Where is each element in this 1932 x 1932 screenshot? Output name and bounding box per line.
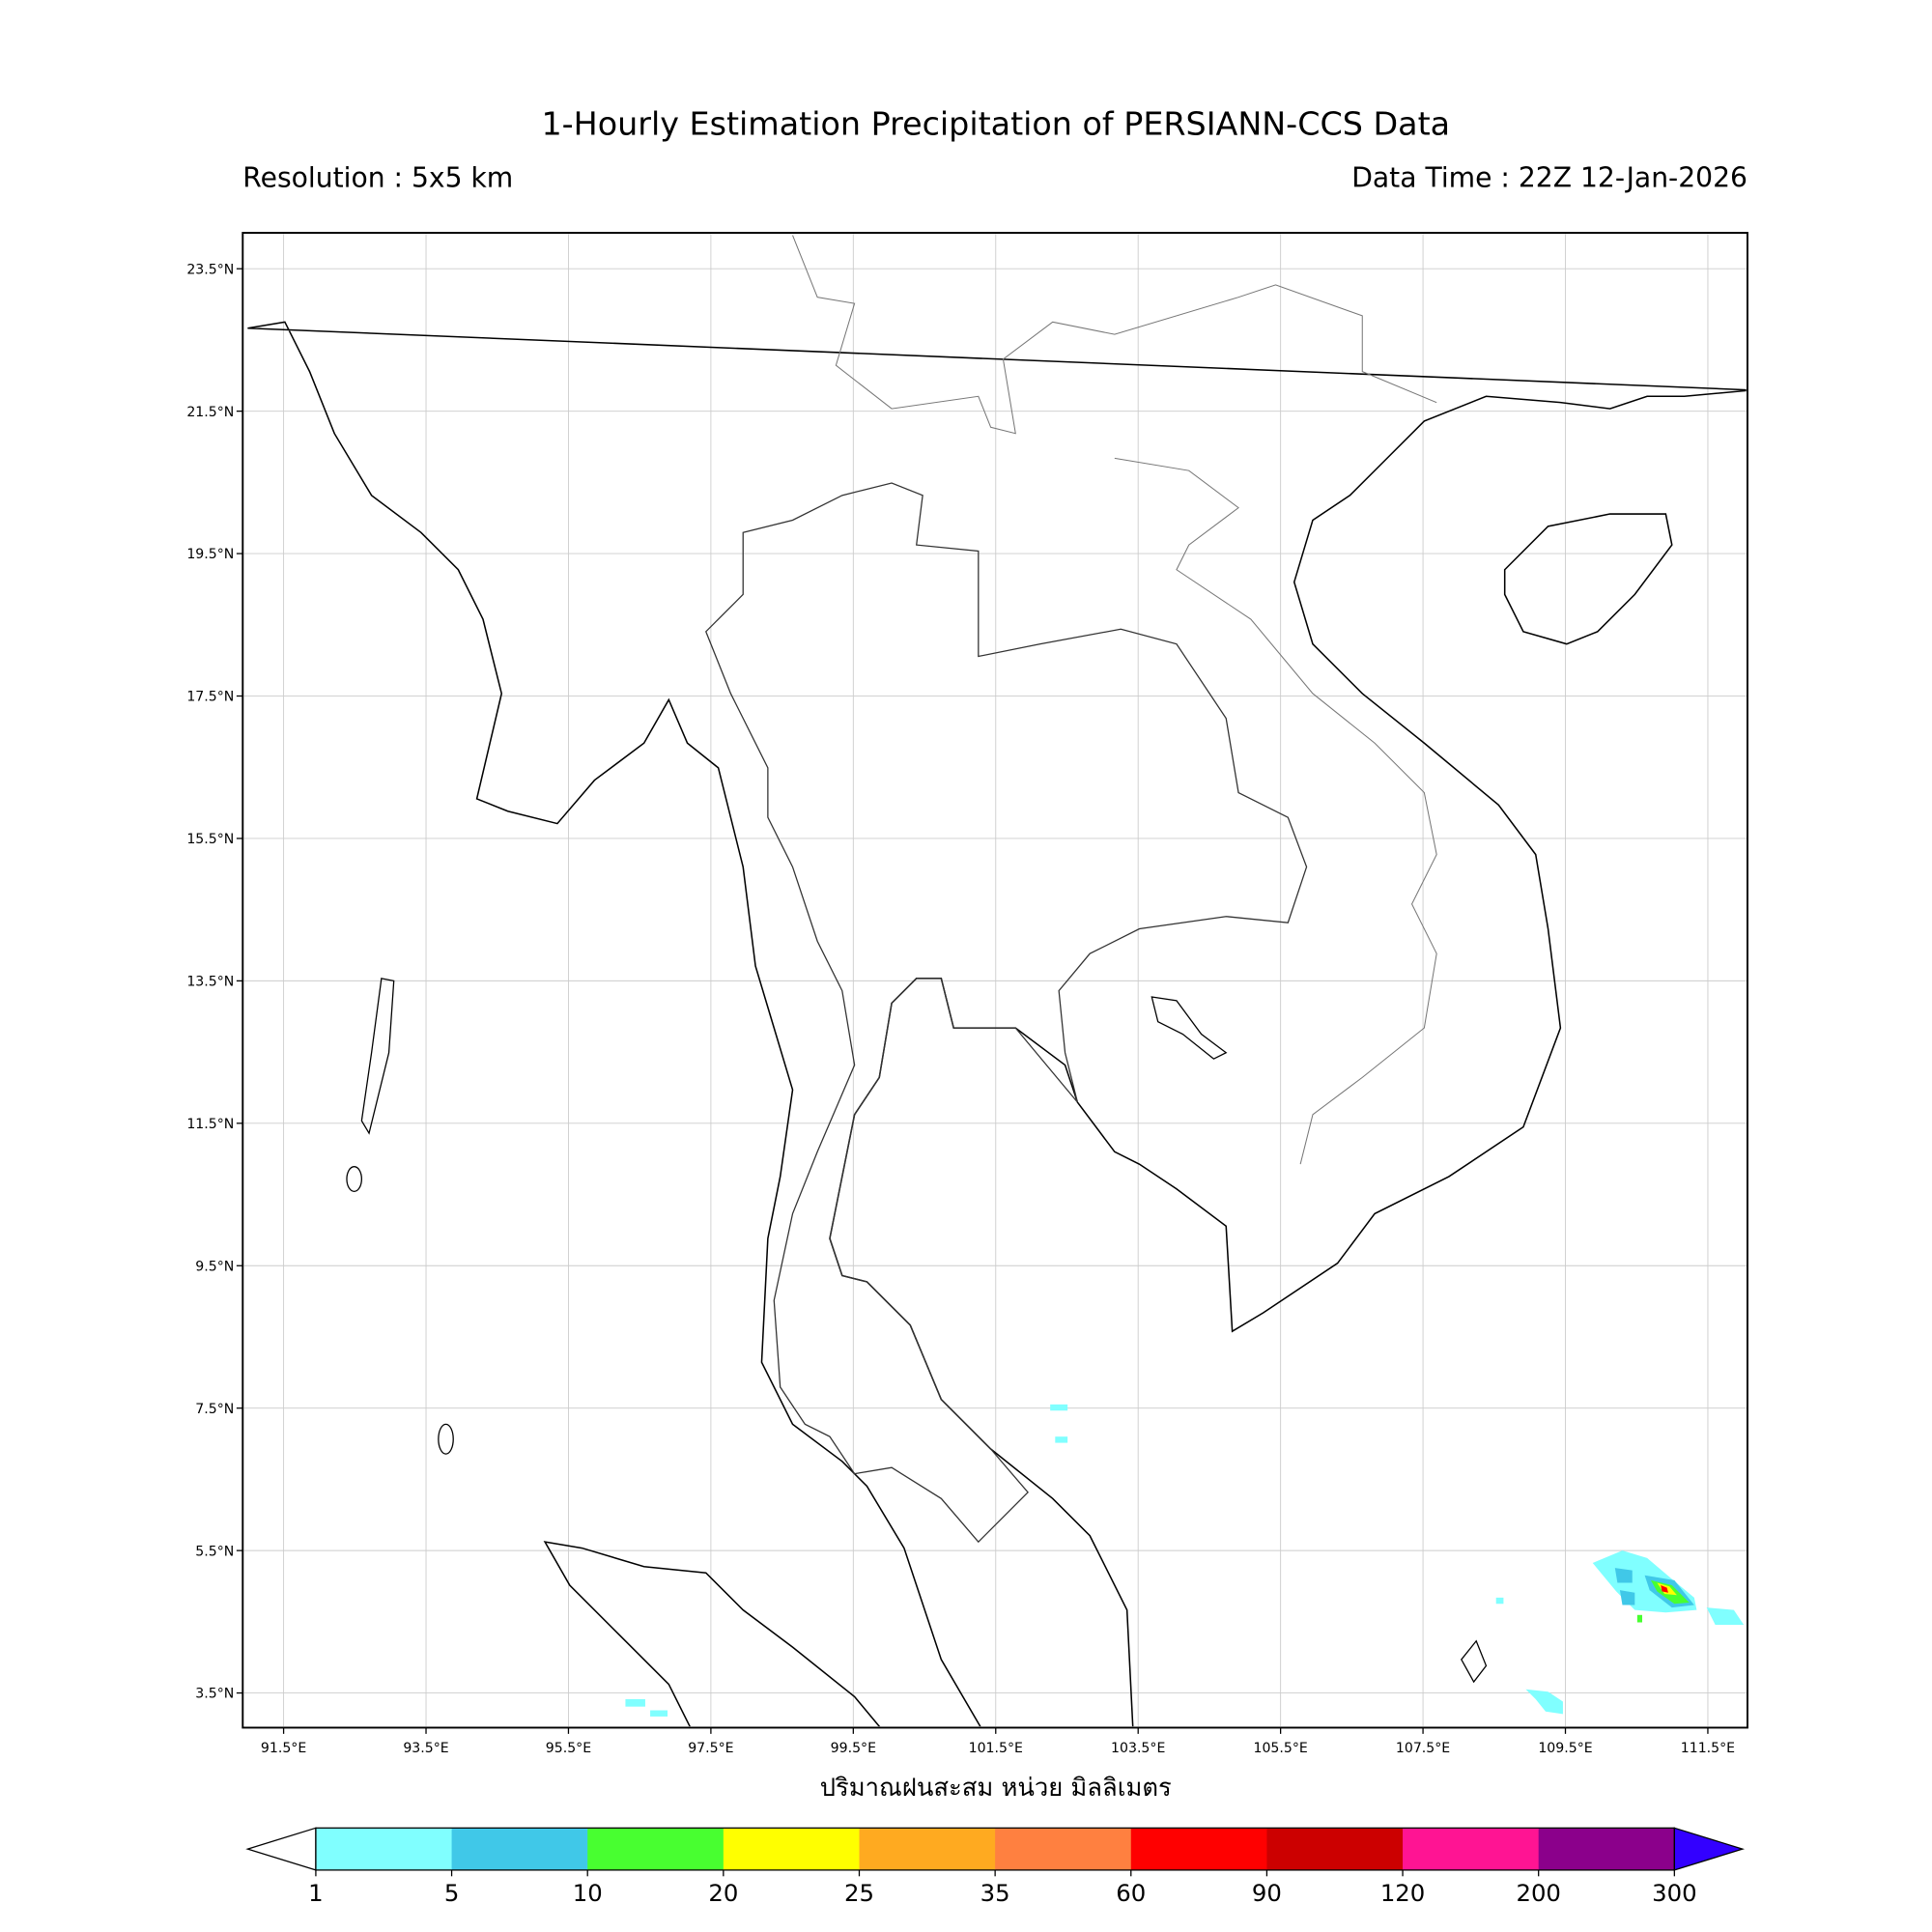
colorbar-segment: [315, 1828, 453, 1870]
colorbar-segment: [1130, 1828, 1268, 1870]
rain-area: [625, 1698, 645, 1707]
lon-tick-label: 95.5°E: [546, 1741, 591, 1756]
rain-area: [1636, 1614, 1642, 1623]
colorbar-tick-label: 120: [1380, 1879, 1425, 1907]
rain-area: [1614, 1568, 1635, 1605]
rain-area: [1661, 1585, 1668, 1593]
colorbar-tick-label: 300: [1652, 1879, 1696, 1907]
rain-area: [1525, 1689, 1563, 1715]
lat-tick-label: 7.5°N: [195, 1402, 234, 1417]
map-area: 91.5°E 93.5°E 95.5°E 97.5°E 99.5°E 101.5°E 103…: [186, 232, 1748, 1756]
colorbar-tick-label: 5: [444, 1879, 460, 1907]
country-border: [792, 235, 1437, 435]
data-time-label: Data Time : 22Z 12-Jan-2026: [1351, 162, 1747, 194]
lat-tick-label: 9.5°N: [195, 1259, 234, 1274]
precipitation-field: [625, 1404, 1745, 1717]
tonle-sap-lake: [1151, 996, 1228, 1060]
colorbar-tick-label: 10: [573, 1879, 603, 1907]
lon-tick-label: 99.5°E: [831, 1741, 876, 1756]
resolution-label: Resolution : 5x5 km: [242, 162, 513, 194]
sumatra-coast: [543, 1541, 881, 1727]
hainan-island: [1503, 513, 1673, 645]
lon-tick-label: 93.5°E: [403, 1741, 448, 1756]
colorbar-tick-label: 25: [844, 1879, 874, 1907]
lat-tick-label: 17.5°N: [186, 690, 234, 705]
colorbar-extend-max: [1673, 1827, 1746, 1871]
colorbar-segment: [1403, 1828, 1540, 1870]
thailand-outline: [705, 482, 1308, 1544]
lat-tick-label: 5.5°N: [195, 1544, 234, 1559]
lat-tick-label: 11.5°N: [186, 1117, 234, 1132]
colorbar-segment: [1266, 1828, 1404, 1870]
lat-tick-label: 19.5°N: [186, 547, 234, 562]
lat-tick-label: 13.5°N: [186, 975, 234, 990]
lon-tick-label: 107.5°E: [1396, 1741, 1450, 1756]
andaman-islands: [360, 978, 395, 1135]
lon-tick-label: 109.5°E: [1538, 1741, 1592, 1756]
lon-tick-label: 105.5°E: [1253, 1741, 1307, 1756]
lon-tick-label: 101.5°E: [969, 1741, 1023, 1756]
colorbar-tick-label: 200: [1516, 1879, 1560, 1907]
lon-tick-label: 103.5°E: [1111, 1741, 1165, 1756]
island: [438, 1423, 454, 1455]
lat-tick-label: 3.5°N: [195, 1687, 234, 1702]
lat-tick-label: 21.5°N: [186, 405, 234, 420]
axis-ticks: 91.5°E 93.5°E 95.5°E 97.5°E 99.5°E 101.5°E 103…: [186, 262, 1735, 1756]
country-border: [1114, 457, 1437, 1165]
lon-tick-label: 111.5°E: [1681, 1741, 1735, 1756]
rain-area: [1055, 1436, 1068, 1443]
lon-tick-label: 91.5°E: [261, 1741, 306, 1756]
colorbar-tick-label: 60: [1116, 1879, 1146, 1907]
colorbar: 1 5 10 20 25 35 60 90 120 200 300: [245, 1827, 1746, 1907]
rain-area: [1706, 1607, 1745, 1626]
island: [346, 1166, 362, 1192]
colorbar-tick-label: 20: [708, 1879, 738, 1907]
colorbar-tick-label: 1: [308, 1879, 324, 1907]
graticule: [243, 234, 1747, 1727]
lon-tick-label: 97.5°E: [688, 1741, 733, 1756]
colorbar-segment: [451, 1828, 588, 1870]
colorbar-label: ปริมาณฝนสะสม หน่วย มิลลิเมตร: [820, 1774, 1172, 1803]
rain-area: [650, 1710, 668, 1717]
lat-tick-label: 15.5°N: [186, 832, 234, 847]
borneo-coast: [1461, 1639, 1488, 1684]
figure-title: 1-Hourly Estimation Precipitation of PER…: [541, 105, 1450, 143]
colorbar-tick-label: 90: [1252, 1879, 1282, 1907]
lat-tick-label: 23.5°N: [186, 262, 234, 277]
rain-area: [1495, 1597, 1504, 1605]
colorbar-tick-label: 35: [980, 1879, 1010, 1907]
colorbar-extend-min: [245, 1827, 317, 1871]
colorbar-segment: [1538, 1828, 1675, 1870]
map-frame: [242, 232, 1748, 1729]
rain-area: [1050, 1404, 1068, 1411]
colorbar-segment: [995, 1828, 1132, 1870]
colorbar-segment: [587, 1828, 724, 1870]
colorbar-segment: [859, 1828, 996, 1870]
colorbar-segment: [723, 1828, 861, 1870]
